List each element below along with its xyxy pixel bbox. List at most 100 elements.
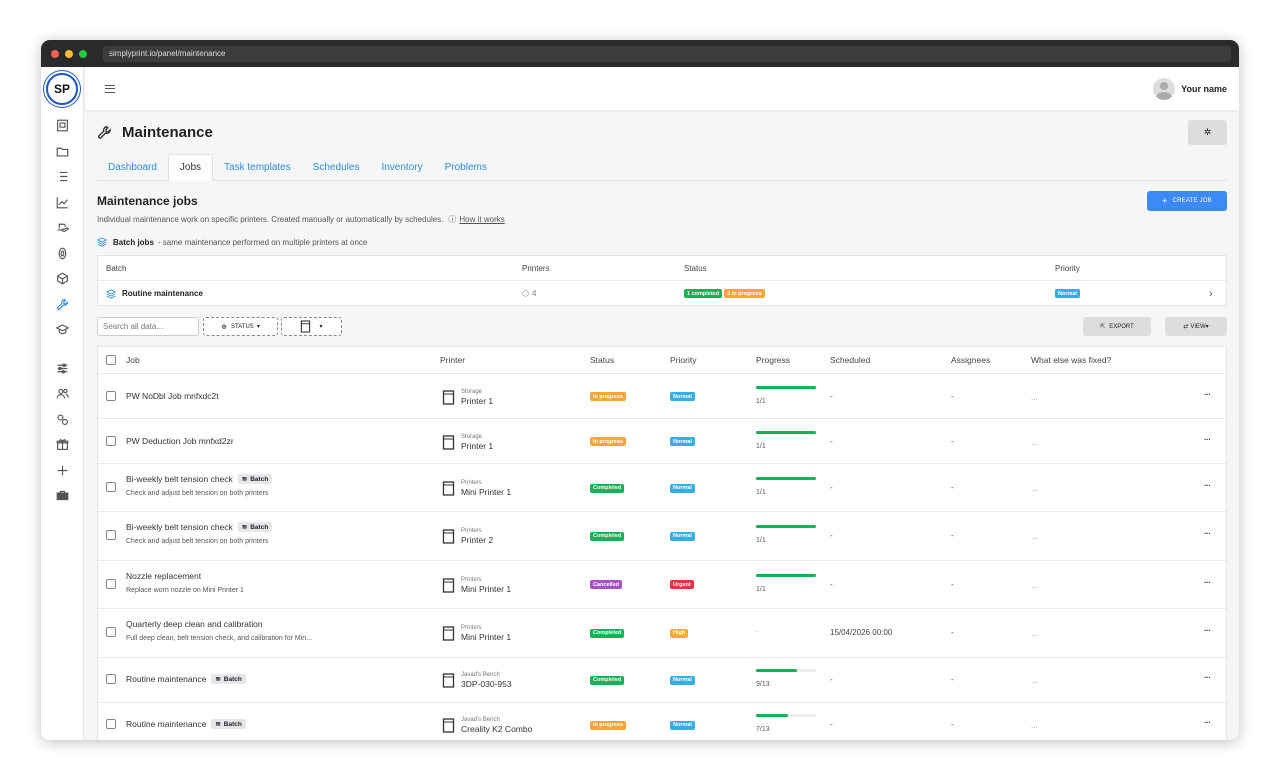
- printer-cell[interactable]: Printers Mini Printer 1: [442, 625, 511, 642]
- row-checkbox[interactable]: [106, 530, 116, 541]
- row-checkbox[interactable]: [106, 435, 116, 446]
- tab-jobs[interactable]: Jobs: [167, 154, 214, 181]
- table-row[interactable]: Quarterly deep clean and calibration Full…: [98, 608, 1226, 657]
- column-header[interactable]: Status: [590, 355, 615, 365]
- more-options-icon[interactable]: ···: [1204, 434, 1211, 444]
- column-header[interactable]: Assignees: [951, 355, 991, 365]
- spool-icon[interactable]: [41, 241, 84, 267]
- row-checkbox[interactable]: [106, 719, 116, 729]
- row-checkbox[interactable]: [106, 482, 116, 492]
- toolbox-icon[interactable]: [41, 483, 84, 509]
- maximize-dot[interactable]: [79, 49, 87, 58]
- printer-cell[interactable]: Storage Printer 1: [442, 434, 493, 451]
- tab-task-templates[interactable]: Task templates: [224, 162, 291, 173]
- column-header[interactable]: Printer: [440, 355, 466, 365]
- row-checkbox[interactable]: [106, 390, 116, 401]
- batch-table: Batch Printers Status Priority Routine m…: [97, 255, 1227, 306]
- priority-cell: High: [670, 627, 689, 638]
- job-title[interactable]: Routine maintenance ≋ Batch: [126, 719, 246, 729]
- gears-icon[interactable]: [41, 407, 84, 433]
- chart-icon[interactable]: [41, 190, 84, 216]
- help-icon: ⓘ: [448, 215, 457, 224]
- printer-cell[interactable]: Printers Mini Printer 1: [442, 577, 511, 594]
- graduation-icon[interactable]: [41, 317, 84, 343]
- batch-heading: Batch jobs - same maintenance performed …: [97, 237, 367, 247]
- column-header[interactable]: Scheduled: [830, 355, 871, 365]
- column-header[interactable]: Job: [126, 355, 140, 365]
- more-options-icon[interactable]: ···: [1204, 577, 1211, 587]
- more-options-icon[interactable]: ···: [1204, 529, 1211, 539]
- table-row[interactable]: Bi-weekly belt tension check ≋ Batch Check …: [98, 463, 1226, 511]
- layers-icon: [106, 288, 116, 299]
- how-it-works-link[interactable]: How it works: [459, 215, 505, 224]
- wrench-icon[interactable]: [41, 292, 84, 318]
- export-button[interactable]: ⇱ EXPORT: [1083, 317, 1151, 336]
- printer-cell[interactable]: Storage Printer 1: [442, 389, 493, 406]
- sliders-icon[interactable]: [41, 356, 84, 382]
- assignees-cell: -: [951, 579, 954, 589]
- tab-dashboard[interactable]: Dashboard: [108, 162, 157, 173]
- printer-cell[interactable]: Javad's Bench Creality K2 Combo: [442, 717, 532, 734]
- row-checkbox[interactable]: [106, 578, 116, 589]
- logo[interactable]: SP: [46, 73, 78, 105]
- table-row[interactable]: PW Deduction Job mnfxd2zr Storage Printer …: [98, 418, 1226, 463]
- more-options-icon[interactable]: ···: [1204, 626, 1211, 636]
- table-row[interactable]: Bi-weekly belt tension check ≋ Batch Check …: [98, 511, 1226, 560]
- caret-down-icon: ▾: [1205, 324, 1209, 330]
- user-menu[interactable]: Your name: [1153, 77, 1227, 100]
- more-options-icon[interactable]: ···: [1204, 481, 1211, 490]
- view-button[interactable]: ⇄ VIEW ▾: [1165, 317, 1227, 336]
- create-job-button[interactable]: + CREATE JOB: [1147, 191, 1227, 211]
- job-title[interactable]: Routine maintenance ≋ Batch: [126, 674, 246, 684]
- tab-problems[interactable]: Problems: [444, 162, 487, 173]
- close-dot[interactable]: [51, 49, 59, 58]
- printer-cell[interactable]: Printers Printer 2: [442, 528, 493, 545]
- plus-icon[interactable]: [41, 458, 84, 484]
- tab-inventory[interactable]: Inventory: [381, 162, 423, 173]
- job-title[interactable]: PW Deduction Job mnfxd2zr: [126, 436, 234, 446]
- job-title[interactable]: Bi-weekly belt tension check ≋ Batch: [126, 522, 273, 533]
- table-row[interactable]: PW NoDbl Job mnfxdc2t Storage Printer 1 In …: [98, 373, 1226, 418]
- menu-icon[interactable]: [105, 84, 115, 93]
- job-title[interactable]: Nozzle replacement: [126, 571, 201, 581]
- select-all-checkbox[interactable]: [106, 355, 116, 365]
- list-icon[interactable]: [41, 164, 84, 190]
- users-icon[interactable]: [41, 381, 84, 407]
- table-row[interactable]: Routine maintenance ≋ Batch Javad's Bench Cr…: [98, 701, 1226, 741]
- table-row[interactable]: Routine maintenance ≋ Batch Javad's Bench 3D…: [98, 656, 1226, 702]
- progress-bar: [756, 385, 816, 389]
- printer-cell[interactable]: Printers Mini Printer 1: [442, 480, 511, 497]
- tab-schedules[interactable]: Schedules: [312, 162, 360, 173]
- folder-icon[interactable]: [41, 139, 84, 165]
- scheduled-cell: -: [830, 579, 833, 589]
- printer-filter-button[interactable]: ▾: [281, 317, 342, 336]
- printer-farm-icon[interactable]: [41, 113, 84, 139]
- batch-chip: ≋ Batch: [211, 719, 246, 729]
- row-checkbox[interactable]: [106, 674, 116, 684]
- job-title[interactable]: Quarterly deep clean and calibration: [126, 619, 263, 629]
- url-bar[interactable]: simplyprint.io/panel/maintenance: [103, 45, 1231, 62]
- avatar: [1153, 77, 1176, 100]
- cube-icon[interactable]: [41, 266, 84, 292]
- job-title[interactable]: Bi-weekly belt tension check ≋ Batch: [126, 474, 273, 484]
- table-row[interactable]: Nozzle replacement Replace worn nozzle on…: [98, 559, 1226, 609]
- settings-button[interactable]: ✲: [1188, 120, 1227, 145]
- status-filter-button[interactable]: ⊕ STATUS ▾: [203, 317, 278, 336]
- column-header[interactable]: Priority: [670, 355, 697, 365]
- hand-icon[interactable]: [41, 215, 84, 241]
- column-header[interactable]: Progress: [756, 355, 791, 365]
- job-title[interactable]: PW NoDbl Job mnfxdc2t: [126, 391, 219, 401]
- search-input[interactable]: Search all data...: [97, 317, 199, 336]
- batch-row-name[interactable]: Routine maintenance: [106, 281, 203, 306]
- column-header[interactable]: What else was fixed?: [1031, 355, 1112, 365]
- chevron-right-icon[interactable]: ›: [1209, 287, 1213, 300]
- row-checkbox[interactable]: [106, 627, 116, 638]
- tab-bar: Dashboard Jobs Task templates Schedules Inve…: [97, 154, 1227, 181]
- gift-icon[interactable]: [41, 432, 84, 458]
- minimize-dot[interactable]: [65, 49, 73, 58]
- status-cell: Completed: [590, 482, 625, 493]
- printer-cell[interactable]: Javad's Bench 3DP-030-953: [442, 672, 512, 689]
- more-options-icon[interactable]: ···: [1204, 673, 1211, 682]
- more-options-icon[interactable]: ···: [1204, 718, 1211, 727]
- more-options-icon[interactable]: ···: [1204, 389, 1211, 399]
